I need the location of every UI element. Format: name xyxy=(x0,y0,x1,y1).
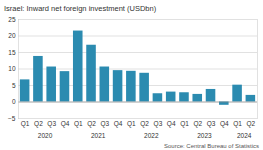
html-text:Source: Central Bureau of Stat: Source: Central Bureau of Statistics xyxy=(164,143,259,149)
svg-text:Q2: Q2 xyxy=(140,120,149,128)
svg-text:Q3: Q3 xyxy=(100,120,109,128)
svg-text:Q4: Q4 xyxy=(61,120,70,128)
svg-text:0: 0 xyxy=(12,98,16,105)
svg-text:Q1: Q1 xyxy=(21,120,30,128)
svg-text:2022: 2022 xyxy=(144,132,159,139)
svg-text:2023: 2023 xyxy=(197,132,212,139)
svg-text:2021: 2021 xyxy=(91,132,106,139)
svg-text:Q2: Q2 xyxy=(247,120,256,128)
svg-text:2024: 2024 xyxy=(237,132,252,139)
svg-text:Q2: Q2 xyxy=(87,120,96,128)
svg-text:5: 5 xyxy=(12,82,16,89)
svg-text:Q2: Q2 xyxy=(34,120,43,128)
svg-text:−5: −5 xyxy=(8,115,16,122)
svg-text:Q3: Q3 xyxy=(47,120,56,128)
svg-text:Q1: Q1 xyxy=(233,120,242,128)
svg-text:Q2: Q2 xyxy=(193,120,202,128)
svg-text:2020: 2020 xyxy=(38,132,53,139)
svg-text:Q1: Q1 xyxy=(74,120,83,128)
svg-text:25: 25 xyxy=(8,16,16,23)
svg-text:Q4: Q4 xyxy=(114,120,123,128)
svg-text:Q1: Q1 xyxy=(127,120,136,128)
svg-text:15: 15 xyxy=(8,49,16,56)
svg-text:Q3: Q3 xyxy=(207,120,216,128)
html-text:Israel: Inward net foreign inv: Israel: Inward net foreign investment (U… xyxy=(4,4,157,13)
svg-text:Q1: Q1 xyxy=(180,120,189,128)
svg-text:Q4: Q4 xyxy=(220,120,229,128)
svg-text:20: 20 xyxy=(8,32,16,39)
svg-text:Q3: Q3 xyxy=(154,120,163,128)
svg-text:Q4: Q4 xyxy=(167,120,176,128)
svg-text:10: 10 xyxy=(8,65,16,72)
